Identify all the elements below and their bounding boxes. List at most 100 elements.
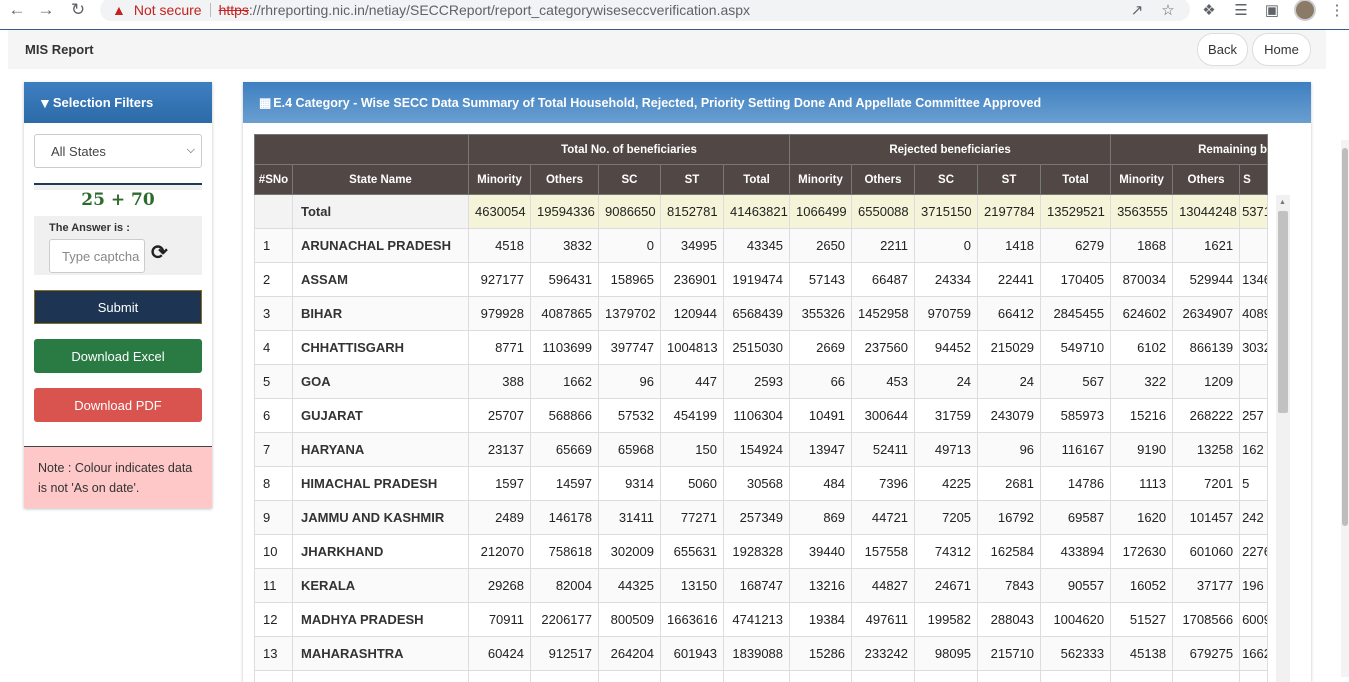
value-cell: 90557 bbox=[1041, 569, 1111, 603]
value-cell: 1004620 bbox=[1041, 603, 1111, 637]
url-text[interactable]: https://rhreporting.nic.in/netiay/SECCRe… bbox=[219, 2, 750, 18]
sno-cell bbox=[255, 195, 293, 229]
state-name-cell: Total bbox=[293, 195, 469, 229]
state-name-cell[interactable]: MAHARASHTRA bbox=[293, 637, 469, 671]
not-secure-label: Not secure bbox=[134, 2, 202, 18]
state-name-cell[interactable]: MADHYA PRADESH bbox=[293, 603, 469, 637]
column-header: Minority bbox=[790, 165, 852, 195]
value-cell: 157558 bbox=[852, 535, 915, 569]
column-header: Minority bbox=[1111, 165, 1173, 195]
column-header: State Name bbox=[293, 165, 469, 195]
value-cell: 13529521 bbox=[1041, 195, 1111, 229]
state-name-cell[interactable]: JHARKHAND bbox=[293, 535, 469, 569]
value-cell: 96 bbox=[978, 433, 1041, 467]
state-name-cell[interactable]: JAMMU AND KASHMIR bbox=[293, 501, 469, 535]
value-cell: 196 bbox=[1240, 569, 1268, 603]
page-scroll-thumb[interactable] bbox=[1342, 148, 1348, 526]
value-cell: 866139 bbox=[1173, 331, 1240, 365]
state-name-cell[interactable]: CHHATTISGARH bbox=[293, 331, 469, 365]
value-cell: 9086650 bbox=[599, 195, 661, 229]
bookmark-star-icon[interactable]: ☆ bbox=[1158, 0, 1178, 20]
state-name-cell[interactable]: GUJARAT bbox=[293, 399, 469, 433]
state-name-cell[interactable]: HARYANA bbox=[293, 433, 469, 467]
value-cell: 65669 bbox=[531, 433, 599, 467]
selection-filters-panel: ▼ Selection Filters All States ⌵ 25 + 70… bbox=[24, 82, 212, 508]
state-select[interactable]: All States ⌵ bbox=[34, 134, 202, 168]
value-cell: 199582 bbox=[915, 603, 978, 637]
refresh-captcha-icon[interactable]: ⟳ bbox=[151, 243, 171, 263]
profile-avatar[interactable] bbox=[1294, 0, 1316, 21]
report-table-container[interactable]: Total No. of beneficiaries Rejected bene… bbox=[254, 134, 1284, 682]
browser-menu-icon[interactable]: ⋮ bbox=[1327, 0, 1347, 20]
state-name-cell[interactable]: ASSAM bbox=[293, 263, 469, 297]
scroll-up-icon[interactable]: ▲ bbox=[1279, 199, 1286, 206]
state-name-cell[interactable]: KERALA bbox=[293, 569, 469, 603]
value-cell: 74312 bbox=[915, 535, 978, 569]
download-pdf-button[interactable]: Download PDF bbox=[34, 388, 202, 422]
column-header: SC bbox=[915, 165, 978, 195]
value-cell: 77271 bbox=[661, 501, 724, 535]
value-cell: 41463821 bbox=[724, 195, 790, 229]
value-cell: 215029 bbox=[978, 331, 1041, 365]
state-name-cell[interactable]: BIHAR bbox=[293, 297, 469, 331]
back-button[interactable]: Back bbox=[1197, 33, 1248, 66]
sno-cell: 13 bbox=[255, 637, 293, 671]
value-cell: 162 bbox=[1240, 433, 1268, 467]
report-header: ▦ E.4 Category - Wise SECC Data Summary … bbox=[243, 82, 1311, 123]
reading-list-icon[interactable]: ☰ bbox=[1231, 0, 1251, 20]
value-cell: 497611 bbox=[852, 603, 915, 637]
download-excel-button[interactable]: Download Excel bbox=[34, 339, 202, 373]
state-name-cell[interactable]: HIMACHAL PRADESH bbox=[293, 467, 469, 501]
forward-arrow-icon[interactable]: → bbox=[36, 0, 56, 20]
value-cell: 1106304 bbox=[724, 399, 790, 433]
value-cell: 24 bbox=[915, 365, 978, 399]
value-cell: 288043 bbox=[978, 603, 1041, 637]
value-cell: 9314 bbox=[599, 467, 661, 501]
table-icon: ▦ bbox=[259, 95, 271, 111]
value-cell: 2845455 bbox=[1041, 297, 1111, 331]
submit-button[interactable]: Submit bbox=[34, 290, 202, 324]
value-cell bbox=[1173, 671, 1240, 682]
value-cell: 44325 bbox=[599, 569, 661, 603]
group-header-remaining: Remaining b bbox=[1111, 135, 1268, 165]
share-icon[interactable]: ↗ bbox=[1127, 0, 1147, 20]
table-scrollbar[interactable]: ▲ bbox=[1276, 195, 1290, 682]
side-panel-icon[interactable]: ▣ bbox=[1262, 0, 1282, 20]
value-cell: 1004813 bbox=[661, 331, 724, 365]
state-name-cell[interactable]: GOA bbox=[293, 365, 469, 399]
chevron-down-icon: ⌵ bbox=[187, 144, 195, 157]
value-cell bbox=[1240, 671, 1268, 682]
value-cell: 236901 bbox=[661, 263, 724, 297]
value-cell: 2197784 bbox=[978, 195, 1041, 229]
reload-icon[interactable]: ↻ bbox=[68, 0, 88, 20]
table-scroll-thumb[interactable] bbox=[1278, 211, 1288, 413]
value-cell: 2211 bbox=[852, 229, 915, 263]
page-scrollbar[interactable] bbox=[1341, 140, 1349, 677]
table-row: 14 bbox=[255, 671, 1268, 682]
state-name-cell[interactable] bbox=[293, 671, 469, 682]
value-cell: 4087865 bbox=[531, 297, 599, 331]
captcha-input[interactable]: Type captcha bbox=[49, 239, 145, 273]
value-cell: 34995 bbox=[661, 229, 724, 263]
value-cell bbox=[915, 671, 978, 682]
value-cell: 6102 bbox=[1111, 331, 1173, 365]
value-cell: 16052 bbox=[1111, 569, 1173, 603]
home-button[interactable]: Home bbox=[1252, 33, 1311, 66]
value-cell: 601943 bbox=[661, 637, 724, 671]
value-cell: 869 bbox=[790, 501, 852, 535]
value-cell: 31759 bbox=[915, 399, 978, 433]
page-title: MIS Report bbox=[25, 42, 94, 57]
sno-cell: 10 bbox=[255, 535, 293, 569]
value-cell: 1868 bbox=[1111, 229, 1173, 263]
column-header: S bbox=[1240, 165, 1268, 195]
value-cell: 912517 bbox=[531, 637, 599, 671]
extensions-puzzle-icon[interactable]: ❖ bbox=[1199, 0, 1219, 20]
address-bar[interactable]: ▲ Not secure https://rhreporting.nic.in/… bbox=[100, 0, 1190, 21]
state-name-cell[interactable]: ARUNACHAL PRADESH bbox=[293, 229, 469, 263]
value-cell: 979928 bbox=[469, 297, 531, 331]
value-cell: 8771 bbox=[469, 331, 531, 365]
back-arrow-icon[interactable]: ← bbox=[7, 0, 27, 20]
